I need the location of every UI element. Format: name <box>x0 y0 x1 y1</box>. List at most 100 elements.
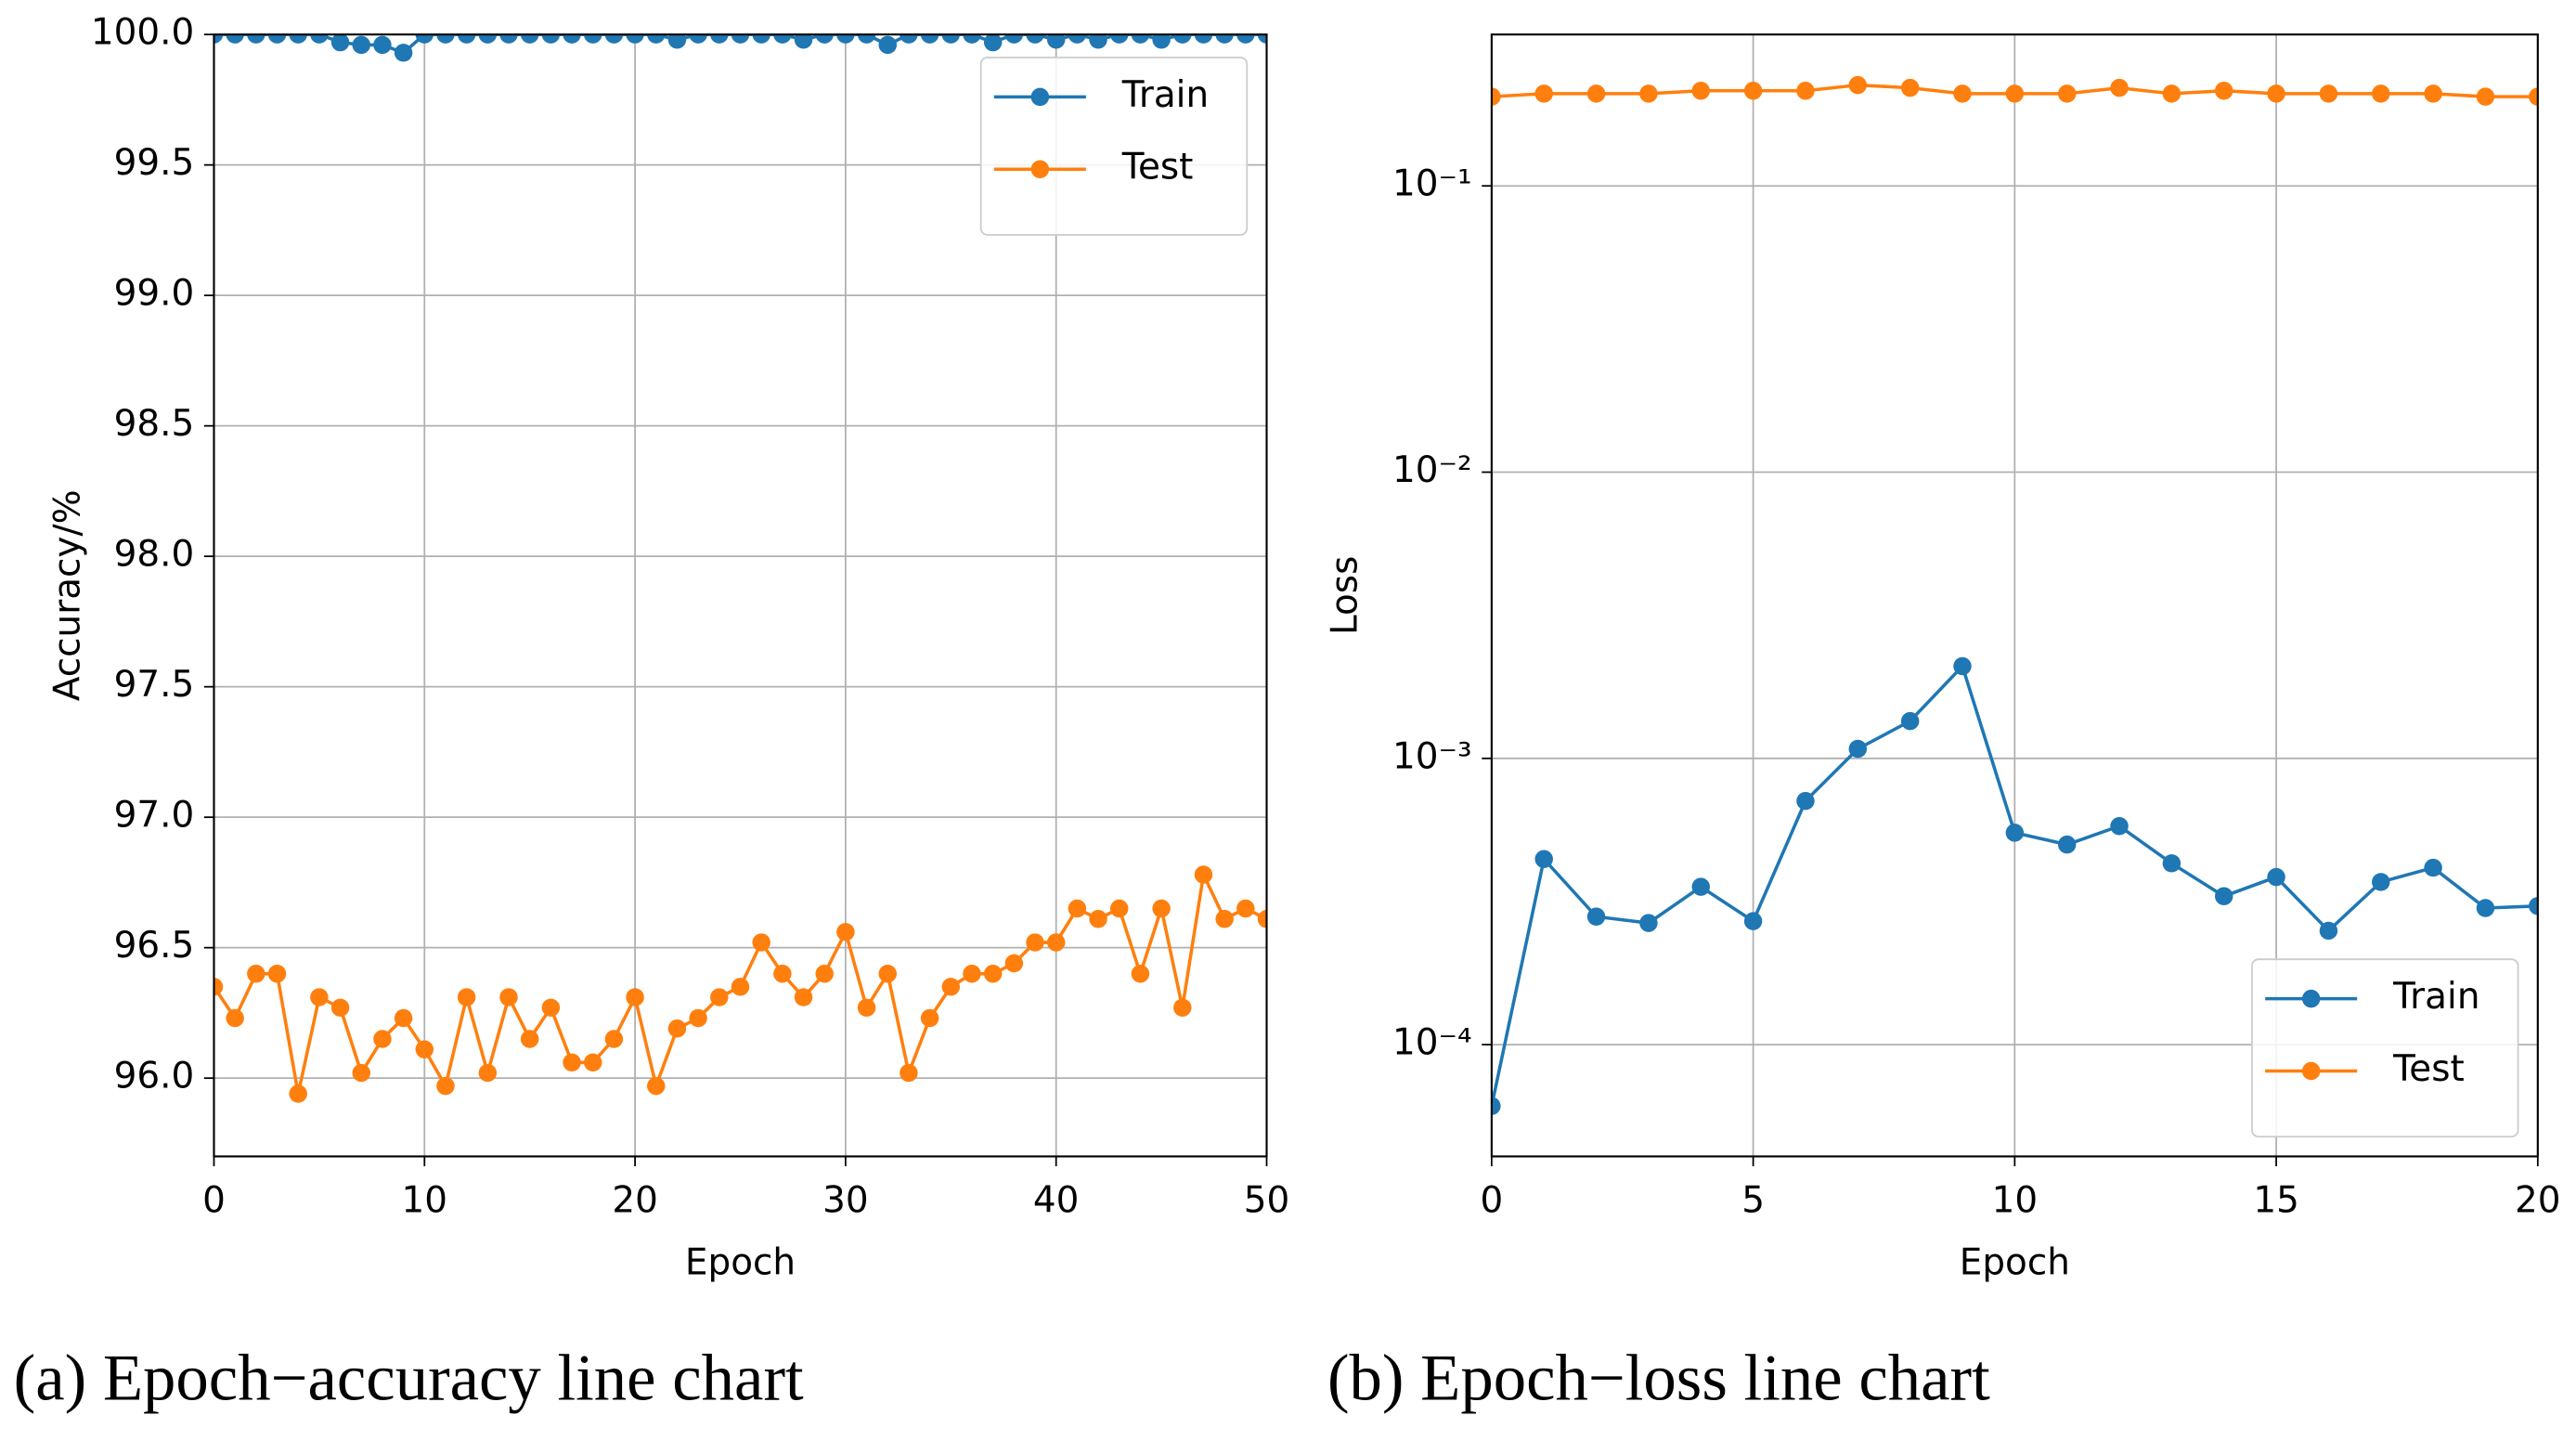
plot-area <box>214 34 1267 1103</box>
point <box>1194 865 1213 884</box>
point <box>689 34 707 44</box>
point <box>1236 899 1255 918</box>
y-tick-label: 96.5 <box>114 925 195 967</box>
point <box>667 1019 687 1038</box>
point <box>394 1008 413 1028</box>
point <box>731 978 750 996</box>
point <box>900 34 918 44</box>
point <box>2476 87 2495 106</box>
point <box>1743 912 1763 930</box>
point <box>2162 84 2181 103</box>
legend-label: Train <box>1121 74 1209 116</box>
point <box>1004 34 1024 44</box>
point <box>878 35 897 55</box>
point <box>1110 34 1129 44</box>
point <box>1639 84 1658 103</box>
point <box>2215 887 2233 905</box>
y-tick-label: 10⁻² <box>1392 449 1472 491</box>
point <box>541 998 561 1018</box>
caption: (a) Epoch−accuracy line chart <box>14 1343 804 1415</box>
x-axis-label: Epoch <box>685 1242 796 1284</box>
point <box>941 978 961 996</box>
point <box>267 34 287 44</box>
point <box>1173 998 1192 1018</box>
x-tick-label: 5 <box>1741 1180 1765 1222</box>
point <box>478 1063 498 1083</box>
x-tick-label: 0 <box>202 1180 226 1222</box>
point <box>436 34 455 44</box>
point <box>1089 34 1107 49</box>
point <box>2005 84 2025 103</box>
point <box>1796 81 1815 100</box>
point <box>647 34 666 44</box>
y-tick-label: 100.0 <box>91 12 194 54</box>
point <box>310 34 329 44</box>
point <box>963 965 981 983</box>
point <box>2057 84 2077 103</box>
point <box>878 965 897 983</box>
point <box>1046 933 1066 952</box>
point <box>1953 84 1972 103</box>
point <box>289 1084 307 1103</box>
point <box>2267 84 2285 103</box>
point <box>1534 84 1553 103</box>
point <box>1586 84 1606 103</box>
point <box>1152 34 1171 49</box>
point <box>2424 858 2442 877</box>
point <box>1900 78 1920 97</box>
caption: (b) Epoch−loss line chart <box>1327 1343 1990 1415</box>
point <box>857 998 876 1018</box>
point <box>2372 84 2390 103</box>
y-tick-label: 10⁻³ <box>1392 735 1472 777</box>
point <box>1586 907 1606 926</box>
point <box>214 34 224 44</box>
point <box>963 34 981 44</box>
point <box>2005 824 2025 842</box>
legend-label: Test <box>1121 147 1194 188</box>
point <box>214 978 224 996</box>
point <box>731 34 750 44</box>
point <box>1534 850 1553 868</box>
y-tick-label: 99.0 <box>114 273 195 315</box>
point <box>584 34 602 44</box>
y-tick-label: 98.5 <box>114 403 195 445</box>
point <box>1848 75 1868 95</box>
x-tick-label: 10 <box>402 1180 448 1222</box>
point <box>647 1076 666 1096</box>
point <box>457 34 476 44</box>
point <box>1215 34 1234 44</box>
x-tick-label: 20 <box>2515 1180 2561 1222</box>
point <box>836 34 855 44</box>
point <box>289 34 307 44</box>
point <box>415 1040 434 1058</box>
point <box>1131 965 1150 983</box>
point <box>1068 34 1087 44</box>
y-tick-label: 96.0 <box>114 1056 195 1097</box>
point <box>857 34 876 44</box>
axes-frame <box>213 33 1268 1158</box>
point <box>226 1008 244 1028</box>
point <box>2529 87 2538 106</box>
point <box>457 988 476 1006</box>
point <box>1639 914 1658 932</box>
point <box>520 34 539 44</box>
point <box>900 1063 918 1083</box>
y-axis-label: Loss <box>1325 556 1366 635</box>
point <box>1491 1097 1501 1116</box>
point <box>752 933 770 952</box>
legend-marker <box>1030 160 1050 178</box>
point <box>563 1053 581 1072</box>
point <box>983 965 1003 983</box>
point <box>1110 899 1129 918</box>
point <box>415 34 434 44</box>
point <box>626 34 644 44</box>
point <box>710 988 729 1006</box>
point <box>2215 81 2233 100</box>
y-tick-label: 10⁻⁴ <box>1392 1022 1472 1064</box>
point <box>1691 877 1710 896</box>
x-tick-label: 0 <box>1480 1180 1503 1222</box>
point <box>373 1030 392 1048</box>
point <box>352 1063 370 1083</box>
